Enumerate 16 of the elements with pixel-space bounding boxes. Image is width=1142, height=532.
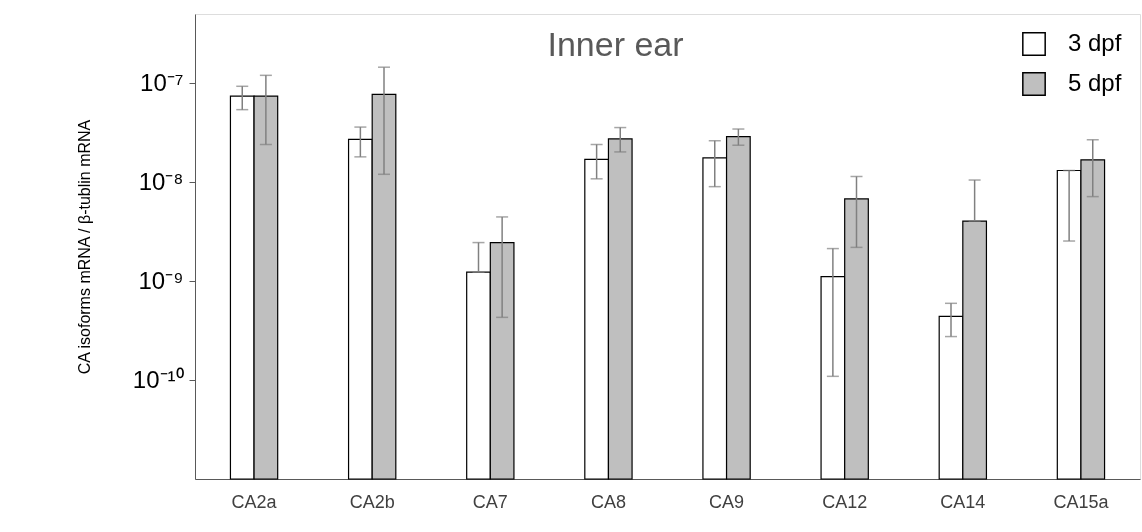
legend-label: 3 dpf — [1068, 29, 1122, 56]
x-tick-label: CA12 — [822, 491, 868, 512]
x-tick-label: CA14 — [940, 491, 986, 512]
legend-label: 5 dpf — [1068, 69, 1122, 96]
x-tick-label: CA2b — [349, 491, 395, 512]
x-tick-label: CA7 — [472, 491, 508, 512]
x-tick-label: CA15a — [1053, 491, 1110, 512]
x-tick-label: CA9 — [709, 491, 745, 512]
y-tick-label: 10⁻⁸ — [138, 167, 184, 195]
y-tick-label: 10⁻¹⁰ — [132, 365, 184, 393]
x-tick-label: CA8 — [590, 491, 626, 512]
y-tick-label: 10⁻⁷ — [140, 68, 184, 96]
x-tick-label: CA2a — [231, 491, 278, 512]
y-axis-title: CA isoforms mRNA / β-tublin mRNA — [75, 119, 93, 375]
y-tick-label: 10⁻⁹ — [138, 266, 184, 294]
chart-title: Inner ear — [547, 25, 684, 63]
